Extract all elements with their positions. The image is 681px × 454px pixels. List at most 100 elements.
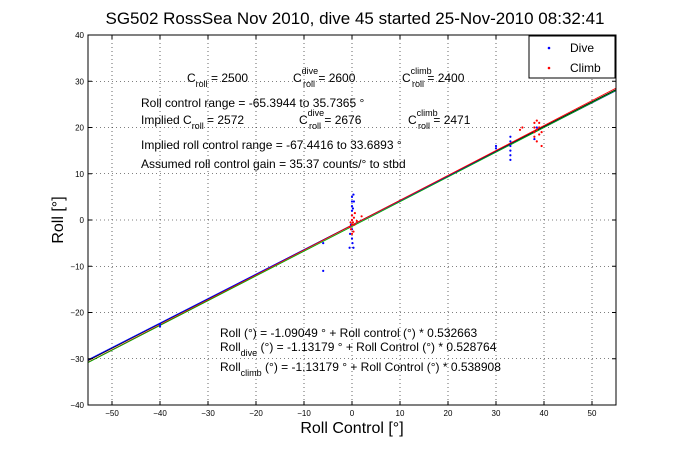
data-point-climb <box>350 214 354 217</box>
data-point-dive <box>509 144 512 148</box>
x-tick-label: 30 <box>492 409 501 418</box>
y-tick-label: 0 <box>80 216 85 225</box>
data-point-dive <box>509 149 512 152</box>
data-point-dive <box>350 237 354 240</box>
x-tick-label: 0 <box>350 409 355 418</box>
c-roll-dive-text: Cdive roll = 2600 <box>293 66 356 89</box>
data-point-climb <box>533 126 536 129</box>
data-point-climb <box>348 225 351 229</box>
data-point-dive <box>533 137 536 141</box>
data-point-dive <box>322 269 325 272</box>
y-tick-label: −20 <box>70 309 84 318</box>
data-point-dive <box>509 135 512 138</box>
data-point-climb <box>538 126 541 129</box>
chart-title: SG502 RossSea Nov 2010, dive 45 started … <box>106 9 605 28</box>
data-points <box>158 119 543 328</box>
data-point-climb <box>538 133 541 136</box>
legend-dive-marker <box>547 46 551 50</box>
c-roll-climb-text: Cclimb roll = 2400 <box>402 66 465 89</box>
x-tick-label: −20 <box>249 409 263 418</box>
data-point-climb <box>353 223 356 226</box>
data-point-dive <box>348 232 352 235</box>
data-point-climb <box>352 230 355 233</box>
data-point-climb <box>535 128 538 131</box>
data-point-dive <box>509 140 512 143</box>
y-tick-label: 20 <box>75 124 84 133</box>
data-point-climb <box>360 215 363 218</box>
legend-climb-label: Climb <box>570 61 601 75</box>
x-tick-label: 10 <box>396 409 405 418</box>
y-tick-label: −40 <box>70 401 84 410</box>
annotations: Croll = 2500 Cdive roll = 2600 Cclimb roll… <box>141 66 501 378</box>
x-tick-label: 50 <box>588 409 597 418</box>
y-tick-label: 40 <box>75 31 84 40</box>
x-tick-label: −50 <box>105 409 119 418</box>
x-tick-label: 40 <box>540 409 549 418</box>
gain-text: Assumed roll control gain = 35.37 counts… <box>141 157 406 171</box>
fit-dive-text: Rolldive (°) = -1.13179 ° + Roll Control… <box>220 340 497 358</box>
data-point-climb <box>533 131 536 134</box>
data-point-dive <box>509 154 512 157</box>
y-tick-label: 10 <box>75 170 84 179</box>
fit-all-text: Roll (°) = -1.09049 ° + Roll control (°)… <box>220 326 478 340</box>
data-point-dive <box>535 126 538 129</box>
y-tick-label: −10 <box>70 262 84 271</box>
data-point-dive <box>352 200 356 203</box>
data-point-dive <box>494 147 498 150</box>
data-point-dive <box>158 322 162 326</box>
fit-line <box>87 89 617 363</box>
data-point-climb <box>540 144 543 148</box>
data-point-climb <box>349 221 352 224</box>
y-tick-label: 30 <box>75 77 84 86</box>
grid <box>88 34 616 406</box>
c-roll-text: Croll = 2500 <box>187 71 248 89</box>
fit-climb-text: Rollclimb (°) = -1.13179 ° + Roll Contro… <box>220 360 501 378</box>
data-point-dive <box>352 246 355 249</box>
legend: Dive Climb <box>528 35 616 79</box>
legend-dive-label: Dive <box>570 41 594 55</box>
x-tick-label: −10 <box>297 409 311 418</box>
data-point-climb <box>533 121 536 124</box>
x-axis-label: Roll Control [°] <box>300 420 403 437</box>
data-point-dive <box>351 242 354 245</box>
data-point-climb <box>540 131 543 134</box>
data-point-dive <box>322 242 325 245</box>
y-tick-label: −30 <box>70 355 84 364</box>
data-point-dive <box>348 246 351 249</box>
data-point-climb <box>535 119 538 122</box>
legend-climb-marker <box>547 66 551 70</box>
implied-c-roll-text: Implied Croll = 2572 <box>141 113 244 131</box>
y-axis-label: Roll [°] <box>50 196 67 243</box>
data-point-climb <box>349 228 353 231</box>
data-point-dive <box>350 195 354 198</box>
implied-c-roll-climb-text: Cclimb roll = 2471 <box>408 108 471 131</box>
data-point-climb <box>518 128 522 131</box>
data-point-climb <box>535 140 538 143</box>
data-point-dive <box>494 144 498 148</box>
data-point-dive <box>351 207 355 210</box>
data-point-dive <box>350 205 354 208</box>
x-tick-label: 20 <box>444 409 453 418</box>
roll-range-text: Roll control range = -65.3944 to 35.7365… <box>141 96 364 110</box>
data-point-climb <box>350 223 354 226</box>
implied-range-text: Implied roll control range = -67.4416 to… <box>141 138 402 152</box>
x-tick-label: −40 <box>153 409 167 418</box>
implied-c-roll-dive-text: Cdive roll = 2676 <box>299 108 362 131</box>
data-point-climb <box>352 216 356 219</box>
data-point-dive <box>158 325 162 328</box>
data-point-dive <box>509 158 512 161</box>
legend-box <box>528 35 616 79</box>
data-point-climb <box>355 219 358 223</box>
x-tick-label: −30 <box>201 409 215 418</box>
data-point-dive <box>350 209 354 212</box>
data-point-dive <box>350 200 354 203</box>
data-point-climb <box>353 211 356 215</box>
data-point-climb <box>538 121 541 124</box>
data-point-climb <box>521 126 524 129</box>
data-point-climb <box>350 232 354 235</box>
tick-labels: −50 −40 −30 −20 −10 0 10 20 30 40 50 −40 −30 −20 −10 0 1… <box>70 31 616 418</box>
data-point-climb <box>350 218 354 222</box>
data-point-climb <box>351 221 355 224</box>
data-point-dive <box>352 193 355 196</box>
